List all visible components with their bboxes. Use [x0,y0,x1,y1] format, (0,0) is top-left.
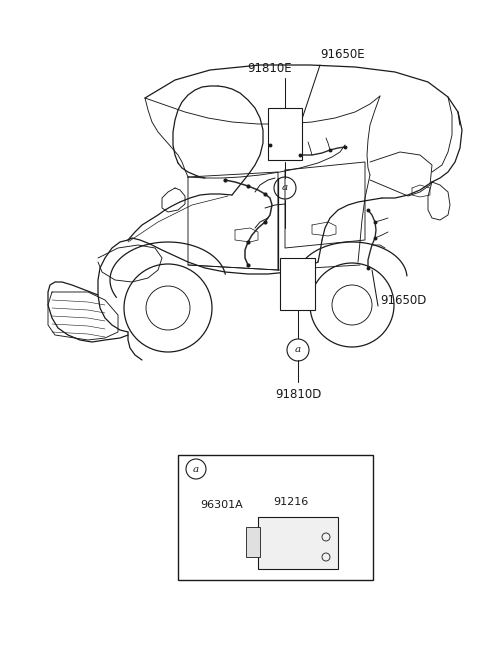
Text: a: a [193,464,199,474]
Text: 91216: 91216 [273,497,308,507]
Bar [178,455,373,580]
Text: 91650D: 91650D [380,293,426,306]
Text: 91650E: 91650E [320,49,365,62]
Text: 91810D: 91810D [275,388,321,401]
Text: 91810E: 91810E [248,62,292,75]
Bar [280,258,315,310]
Text: a: a [295,346,301,354]
Text: a: a [282,184,288,192]
Text: 96301A: 96301A [200,500,243,510]
Bar [258,517,338,569]
Bar [268,108,302,160]
Bar [246,527,260,557]
